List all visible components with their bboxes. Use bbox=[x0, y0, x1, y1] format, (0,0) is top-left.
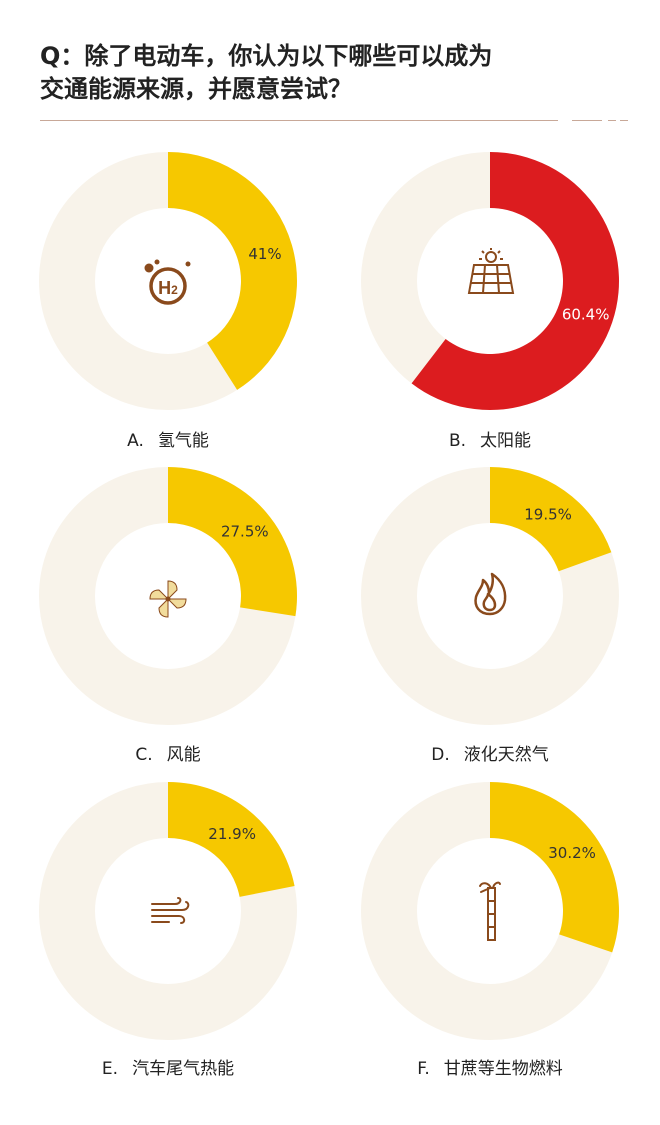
donut-data-label: 41% bbox=[248, 245, 281, 263]
caption-b: B. 太阳能 bbox=[448, 431, 532, 451]
caption-d: D. 液化天然气 bbox=[431, 745, 549, 765]
donut-chart-c: 27.5% bbox=[39, 467, 298, 725]
question-line-1: Q：除了电动车，你认为以下哪些可以成为 bbox=[40, 42, 493, 70]
donut-data-label: 27.5% bbox=[221, 522, 269, 540]
question-title: Q：除了电动车，你认为以下哪些可以成为 交通能源来源，并愿意尝试？ bbox=[40, 40, 640, 106]
donut-data-label: 60.4% bbox=[562, 305, 610, 323]
donut-value-slice bbox=[168, 152, 298, 390]
caption-c: C. 风能 bbox=[135, 745, 201, 765]
title-divider-dash bbox=[620, 120, 628, 121]
donut-chart-d: 19.5% bbox=[361, 467, 619, 725]
donut-chart-a: 41% bbox=[39, 152, 298, 410]
donut-value-slice bbox=[168, 782, 295, 897]
flame-icon bbox=[474, 572, 507, 616]
donut-value-slice bbox=[411, 152, 619, 410]
title-divider bbox=[40, 120, 558, 121]
donut-value-slice bbox=[490, 467, 612, 572]
title-divider-dash bbox=[608, 120, 616, 121]
caption-e: E. 汽车尾气热能 bbox=[101, 1059, 235, 1079]
question-line-2: 交通能源来源，并愿意尝试？ bbox=[40, 75, 352, 103]
donut-data-label: 30.2% bbox=[548, 844, 596, 862]
donut-data-label: 19.5% bbox=[524, 505, 572, 523]
hydrogen-icon: H2 bbox=[144, 259, 191, 305]
donut-value-slice bbox=[168, 467, 298, 617]
caption-f: F. 甘蔗等生物燃料 bbox=[417, 1059, 563, 1079]
donut-chart-f: 30.2% bbox=[361, 782, 619, 1040]
donut-chart-b: 60.4% bbox=[361, 152, 619, 410]
caption-a: A. 氢气能 bbox=[127, 431, 209, 451]
sugarcane-icon bbox=[479, 881, 501, 941]
donut-data-label: 21.9% bbox=[208, 825, 256, 843]
solar-panel-icon bbox=[467, 248, 515, 294]
title-divider-dash bbox=[572, 120, 602, 121]
exhaust-wind-icon bbox=[151, 897, 190, 924]
donut-chart-e: 21.9% bbox=[39, 782, 297, 1040]
svg-text:H2: H2 bbox=[158, 278, 178, 298]
wind-turbine-icon bbox=[149, 580, 187, 618]
donut-value-slice bbox=[490, 782, 619, 953]
